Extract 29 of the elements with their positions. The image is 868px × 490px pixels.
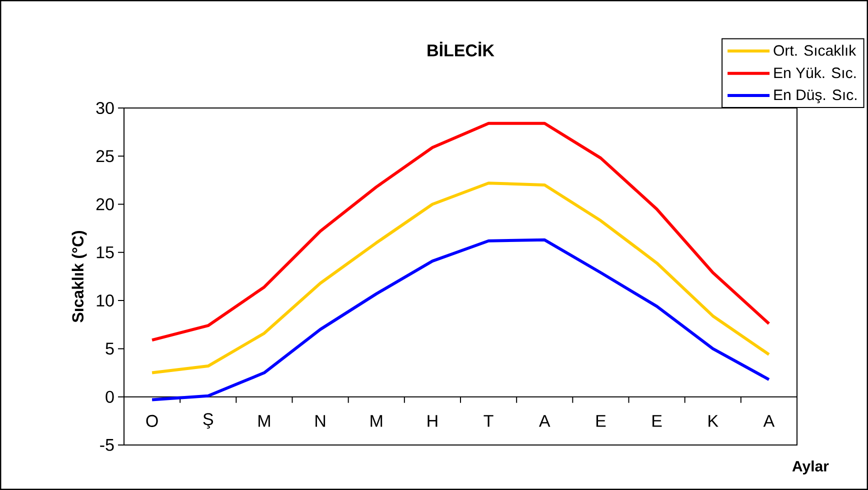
y-tick-label: 0 [106,390,114,403]
line-series [150,122,770,342]
x-tick-label: A [763,415,775,427]
legend-label: En Düş. Sıc. [774,90,856,104]
legend-label: Ort. Sıcaklık [774,44,856,56]
y-tick-label: 5 [106,342,114,355]
x-tick-label: Ş [203,413,214,429]
x-tick-label: E [596,415,606,427]
x-tick-label: T [484,415,494,427]
y-tick-label: 10 [96,294,114,307]
x-tick-label: N [316,415,326,427]
x-tick-label: O [146,414,158,427]
x-tick-label: A [538,415,550,427]
legend-label: En Yük. Sıc. [774,67,856,78]
x-axis-title: Aylar [792,460,829,474]
x-tick-label: M [370,415,382,427]
y-tick-label: 30 [96,102,114,114]
y-tick-label: 20 [96,198,114,210]
x-tick-label: M [258,415,270,427]
y-tick-label: 25 [96,150,114,162]
y-tick-label: 15 [96,246,114,258]
line-series [150,238,770,402]
x-tick-label: E [652,415,662,427]
y-tick-label: -5 [100,439,114,451]
x-tick-label: K [708,415,718,427]
chart-title: BİLECİK [428,42,494,56]
line-series [150,182,770,374]
x-tick-label: H [428,415,438,427]
y-axis-title: Sıcaklık (°C) [72,230,87,322]
